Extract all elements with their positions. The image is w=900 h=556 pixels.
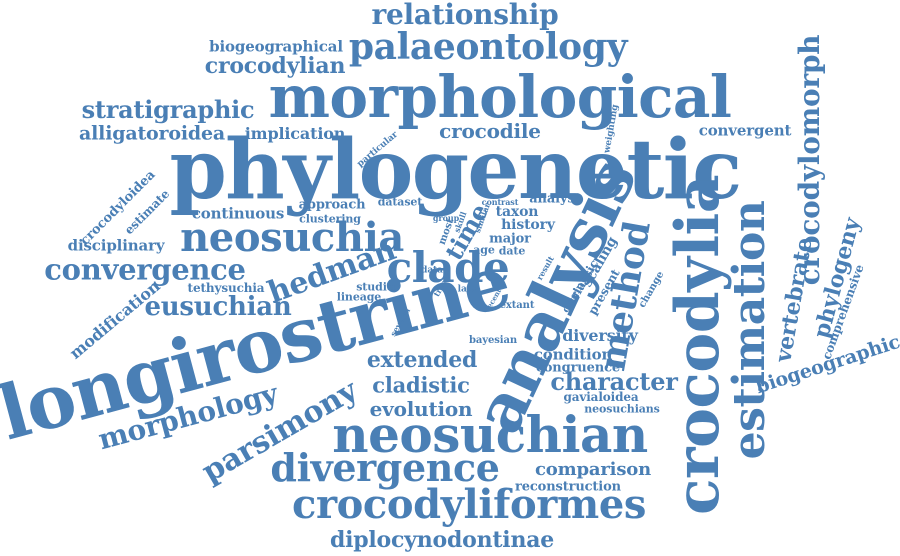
cloud-word: comparison <box>534 459 652 480</box>
cloud-word: divergence <box>270 445 500 490</box>
cloud-word: neosuchian <box>332 405 648 464</box>
cloud-word: tethysuchia <box>187 281 265 295</box>
cloud-word: implication <box>244 124 346 143</box>
cloud-word: continuous <box>191 204 285 223</box>
cloud-word: stratigraphic <box>81 95 255 124</box>
cloud-word: phylogenetic <box>169 122 742 218</box>
cloud-word: clustering <box>299 212 361 226</box>
cloud-word: morphological <box>268 63 732 131</box>
cloud-word: disciplinary <box>67 236 165 255</box>
cloud-word: date <box>498 244 526 258</box>
cloud-word: crocodile <box>439 119 541 143</box>
cloud-word: vertebrate <box>770 235 818 365</box>
cloud-word: alligatoroidea <box>79 122 225 145</box>
cloud-word: age <box>473 243 495 257</box>
cloud-word: studies <box>356 280 400 294</box>
cloud-word: crocodylia <box>663 175 733 515</box>
cloud-word: approach <box>298 197 366 213</box>
cloud-word: palaeontology <box>348 26 628 68</box>
cloud-word: late <box>457 284 477 295</box>
cloud-word: reconstruction <box>515 479 621 495</box>
cloud-word: crocodyliformes <box>291 481 647 528</box>
cloud-word: analyse <box>529 191 583 207</box>
cloud-word: major <box>489 231 531 247</box>
cloud-word: estimation <box>724 200 775 460</box>
cloud-word: contrast <box>481 197 519 207</box>
cloud-word: neosuchians <box>584 402 660 416</box>
cloud-word: neosuchia <box>180 214 404 261</box>
cloud-word: biogeographical <box>209 37 343 56</box>
cloud-word: character <box>550 367 678 396</box>
cloud-word: evolution <box>369 397 473 421</box>
cloud-word: data <box>421 265 443 276</box>
cloud-word: diversity <box>562 326 638 345</box>
cloud-word: history <box>501 217 555 233</box>
cloud-word: lineage <box>336 290 382 304</box>
cloud-word: gavialoidea <box>563 390 639 404</box>
cloud-word: congruence <box>535 360 621 376</box>
cloud-word: eusuchian <box>144 292 292 322</box>
cloud-word: convergent <box>698 121 792 140</box>
cloud-word: extended <box>366 347 478 373</box>
cloud-word: diplocynodontinae <box>329 527 555 553</box>
cloud-word: cladistic <box>372 372 470 398</box>
cloud-word: taxon <box>495 204 539 220</box>
cloud-word: bayesian <box>468 335 518 346</box>
cloud-word: dataset <box>377 195 423 209</box>
cloud-word: crocodylian <box>204 53 346 79</box>
cloud-word: condition <box>533 345 613 364</box>
cloud-word: convergence <box>44 252 246 287</box>
cloud-word: extant <box>499 300 535 311</box>
cloud-word: relationship <box>371 0 559 31</box>
cloud-word: group <box>432 213 460 223</box>
cloud-word: clade <box>386 243 510 292</box>
